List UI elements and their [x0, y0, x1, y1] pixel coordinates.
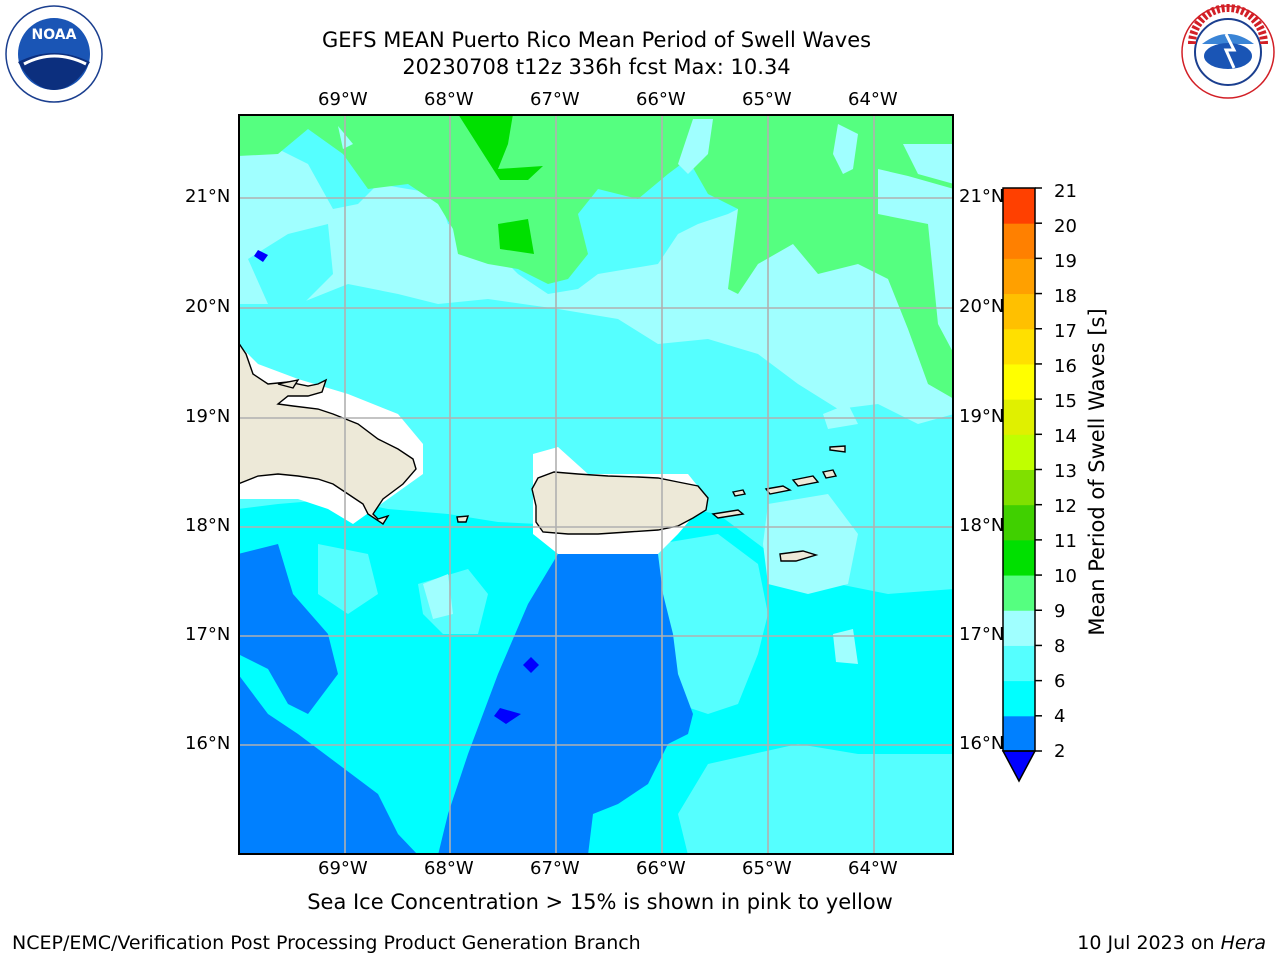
colorbar-segment: [1003, 575, 1035, 611]
lat-label-left: 18°N: [185, 515, 231, 536]
colorbar-tick-label: 19: [1054, 251, 1077, 272]
footer-host: Hera: [1220, 932, 1266, 954]
colorbar-segment: [1003, 399, 1035, 435]
nws-logo: [1180, 4, 1276, 100]
lon-label-top: 69°W: [318, 89, 368, 110]
footer-date-text: 10 Jul 2023 on: [1077, 932, 1221, 954]
colorbar-tick-label: 21: [1054, 181, 1077, 202]
lon-label-bottom: 68°W: [424, 858, 474, 879]
colorbar-segment: [1003, 434, 1035, 470]
map-frame: [238, 114, 954, 855]
colorbar-tick-label: 18: [1054, 286, 1077, 307]
virgin-islands-land: [711, 509, 745, 519]
sea-ice-note: Sea Ice Concentration > 15% is shown in …: [307, 890, 893, 914]
colorbar-segment: [1003, 504, 1035, 541]
lat-label-left: 20°N: [185, 296, 231, 317]
lat-label-right: 17°N: [959, 624, 1005, 645]
period-10-11-region: [458, 114, 543, 180]
footer-branch: NCEP/EMC/Verification Post Processing Pr…: [12, 932, 641, 954]
colorbar-tick-label: 14: [1054, 426, 1077, 447]
lat-label-left: 21°N: [185, 186, 231, 207]
lon-label-top: 64°W: [848, 89, 898, 110]
period-6-8-upper-region: [248, 224, 333, 309]
period-2-4-region: [238, 544, 338, 714]
colorbar-segment: [1003, 328, 1035, 365]
lat-label-right: 16°N: [959, 733, 1005, 754]
lon-label-top: 66°W: [636, 89, 686, 110]
lat-label-left: 19°N: [185, 406, 231, 427]
colorbar-segment: [1003, 363, 1035, 400]
colorbar: [1001, 187, 1042, 783]
colorbar-segment: [1003, 469, 1035, 506]
colorbar-tick-label: 10: [1054, 566, 1077, 587]
colorbar-segment: [1003, 680, 1035, 717]
period-9-10-region: [238, 114, 954, 399]
colorbar-segment: [1003, 293, 1035, 330]
lat-label-right: 18°N: [959, 515, 1005, 536]
colorbar-segment: [1003, 539, 1035, 576]
lon-label-bottom: 66°W: [636, 858, 686, 879]
colorbar-under-arrow: [1001, 750, 1037, 783]
colorbar-tick-label: 2: [1054, 741, 1066, 762]
map-title-line1: GEFS MEAN Puerto Rico Mean Period of Swe…: [321, 28, 872, 52]
colorbar-segment: [1003, 645, 1035, 682]
colorbar-tick-label: 20: [1054, 216, 1077, 237]
lon-label-top: 68°W: [424, 89, 474, 110]
lon-label-top: 67°W: [530, 89, 580, 110]
colorbar-segment: [1003, 258, 1035, 295]
colorbar-tick-label: 9: [1054, 601, 1066, 622]
map-gridlines: [238, 114, 954, 855]
colorbar-tick-label: 15: [1054, 391, 1077, 412]
period-under-2-spot: [523, 657, 539, 673]
st-croix-land: [779, 550, 819, 562]
footer-date: 10 Jul 2023 on Hera: [1077, 932, 1266, 954]
colorbar-tick-label: 12: [1054, 496, 1077, 517]
colorbar-tick-label: 13: [1054, 461, 1077, 482]
lon-label-bottom: 65°W: [742, 858, 792, 879]
colorbar-segment: [1003, 188, 1035, 224]
lat-label-right: 21°N: [959, 186, 1005, 207]
colorbar-segment: [1003, 223, 1035, 259]
noaa-logo: NOAA: [4, 4, 104, 104]
lat-label-right: 19°N: [959, 406, 1005, 427]
colorbar-tick-label: 11: [1054, 531, 1077, 552]
colorbar-label: Mean Period of Swell Waves [s]: [1085, 308, 1109, 636]
colorbar-segment: [1003, 610, 1035, 646]
lon-label-bottom: 64°W: [848, 858, 898, 879]
colorbar-tick-label: 8: [1054, 636, 1066, 657]
map-title-line2: 20230708 t12z 336h fcst Max: 10.34: [402, 55, 791, 79]
lon-label-bottom: 67°W: [530, 858, 580, 879]
hispaniola-land: [238, 340, 417, 525]
lon-label-top: 65°W: [742, 89, 792, 110]
colorbar-tick-label: 6: [1054, 671, 1066, 692]
colorbar-tick-label: 17: [1054, 321, 1077, 342]
colorbar-tick-label: 4: [1054, 706, 1066, 727]
lat-label-left: 16°N: [185, 733, 231, 754]
noaa-logo-text: NOAA: [32, 27, 77, 43]
lon-label-bottom: 69°W: [318, 858, 368, 879]
lat-label-right: 20°N: [959, 296, 1005, 317]
colorbar-tick-label: 16: [1054, 356, 1077, 377]
lat-label-left: 17°N: [185, 624, 231, 645]
colorbar-segment: [1003, 715, 1035, 752]
swell-period-map: [238, 114, 954, 855]
puerto-rico-land: [531, 471, 709, 535]
